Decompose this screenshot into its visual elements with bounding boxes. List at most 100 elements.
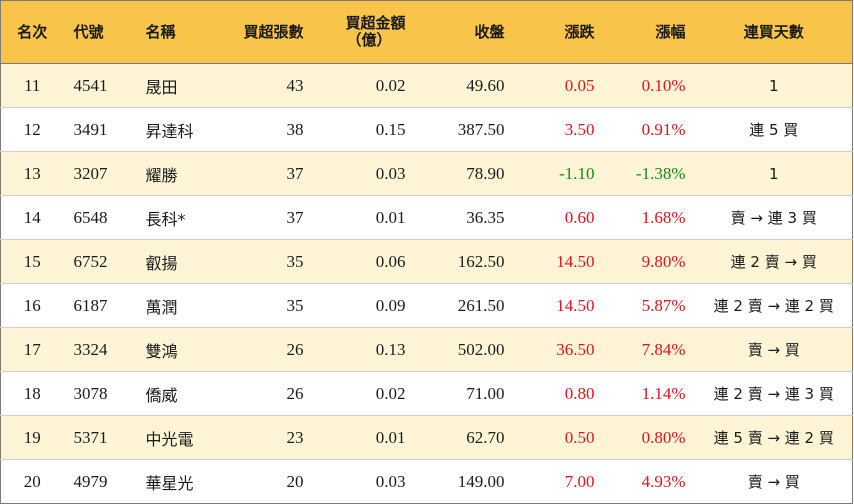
table-row: 20 4979 華星光 20 0.03 149.00 7.00 4.93% 賣 → 買 [0,459,853,504]
cell-name: 雙鴻 [135,327,218,372]
cell-change: 14.50 [514,283,605,328]
cell-pct: 0.10% [604,63,696,108]
cell-name: 耀勝 [135,151,218,196]
header-days: 連買天數 [695,0,853,64]
cell-code: 3324 [63,327,136,372]
table-row: 11 4541 晟田 43 0.02 49.60 0.05 0.10% 1 [0,63,853,108]
header-volume: 買超張數 [217,0,314,64]
header-code: 代號 [63,0,136,64]
cell-pct: -1.38% [604,151,696,196]
cell-code: 4979 [63,459,136,504]
cell-close: 49.60 [415,63,515,108]
cell-amount: 0.06 [313,239,416,284]
cell-change: 0.60 [514,195,605,240]
cell-close: 149.00 [415,459,515,504]
cell-days: 賣 → 買 [695,327,853,372]
table-row: 12 3491 昇達科 38 0.15 387.50 3.50 0.91% 連 5 買 [0,107,853,152]
cell-close: 502.00 [415,327,515,372]
cell-name: 昇達科 [135,107,218,152]
table-row: 16 6187 萬潤 35 0.09 261.50 14.50 5.87% 連 2 賣 → 連 … [0,283,853,328]
header-pct: 漲幅 [604,0,696,64]
cell-code: 6548 [63,195,136,240]
cell-days: 連 2 賣 → 連 2 買 [695,283,853,328]
cell-code: 3207 [63,151,136,196]
cell-pct: 7.84% [604,327,696,372]
header-amount-line1: 買超金額 [345,14,406,32]
cell-change: 0.50 [514,415,605,460]
cell-amount: 0.09 [313,283,416,328]
header-row: 名次 代號 名稱 買超張數 買超金額 （億） 收盤 漲跌 漲幅 連買天數 [0,0,853,64]
cell-days: 賣 → 連 3 買 [695,195,853,240]
cell-name: 叡揚 [135,239,218,284]
cell-code: 6187 [63,283,136,328]
cell-pct: 1.68% [604,195,696,240]
cell-rank: 11 [0,63,64,108]
cell-amount: 0.03 [313,151,416,196]
table-row: 13 3207 耀勝 37 0.03 78.90 -1.10 -1.38% 1 [0,151,853,196]
cell-code: 3078 [63,371,136,416]
cell-amount: 0.02 [313,371,416,416]
cell-change: 36.50 [514,327,605,372]
cell-amount: 0.03 [313,459,416,504]
cell-close: 36.35 [415,195,515,240]
cell-close: 261.50 [415,283,515,328]
cell-name: 萬潤 [135,283,218,328]
cell-volume: 35 [217,239,314,284]
cell-volume: 23 [217,415,314,460]
cell-close: 162.50 [415,239,515,284]
cell-rank: 16 [0,283,64,328]
cell-rank: 15 [0,239,64,284]
table-body: 11 4541 晟田 43 0.02 49.60 0.05 0.10% 1 12 3491 昇達科 38… [0,63,853,504]
cell-days: 賣 → 買 [695,459,853,504]
cell-volume: 37 [217,151,314,196]
cell-rank: 18 [0,371,64,416]
cell-change: 0.05 [514,63,605,108]
table-row: 14 6548 長科* 37 0.01 36.35 0.60 1.68% 賣 → 連 3 買 [0,195,853,240]
cell-rank: 20 [0,459,64,504]
cell-rank: 13 [0,151,64,196]
cell-code: 4541 [63,63,136,108]
cell-code: 6752 [63,239,136,284]
cell-volume: 26 [217,371,314,416]
cell-name: 僑威 [135,371,218,416]
cell-change: -1.10 [514,151,605,196]
cell-change: 0.80 [514,371,605,416]
cell-code: 5371 [63,415,136,460]
cell-change: 14.50 [514,239,605,284]
cell-amount: 0.15 [313,107,416,152]
cell-volume: 26 [217,327,314,372]
cell-pct: 0.80% [604,415,696,460]
table-row: 15 6752 叡揚 35 0.06 162.50 14.50 9.80% 連 2 賣 → 買 [0,239,853,284]
cell-pct: 4.93% [604,459,696,504]
cell-rank: 17 [0,327,64,372]
table-row: 18 3078 僑威 26 0.02 71.00 0.80 1.14% 連 2 賣 → 連 3 … [0,371,853,416]
cell-days: 連 2 賣 → 買 [695,239,853,284]
table-row: 19 5371 中光電 23 0.01 62.70 0.50 0.80% 連 5 賣 → 連 2… [0,415,853,460]
header-amount-line2: （億） [346,31,392,49]
cell-name: 晟田 [135,63,218,108]
cell-amount: 0.01 [313,195,416,240]
cell-name: 長科* [135,195,218,240]
cell-volume: 43 [217,63,314,108]
cell-pct: 1.14% [604,371,696,416]
cell-close: 71.00 [415,371,515,416]
header-close: 收盤 [415,0,515,64]
cell-volume: 35 [217,283,314,328]
cell-days: 連 5 買 [695,107,853,152]
header-change: 漲跌 [514,0,605,64]
cell-rank: 14 [0,195,64,240]
cell-close: 387.50 [415,107,515,152]
cell-pct: 5.87% [604,283,696,328]
header-amount: 買超金額 （億） [313,0,416,64]
cell-volume: 38 [217,107,314,152]
cell-volume: 20 [217,459,314,504]
cell-close: 62.70 [415,415,515,460]
cell-volume: 37 [217,195,314,240]
header-name: 名稱 [135,0,218,64]
cell-amount: 0.02 [313,63,416,108]
cell-amount: 0.13 [313,327,416,372]
cell-rank: 12 [0,107,64,152]
cell-name: 華星光 [135,459,218,504]
cell-change: 3.50 [514,107,605,152]
